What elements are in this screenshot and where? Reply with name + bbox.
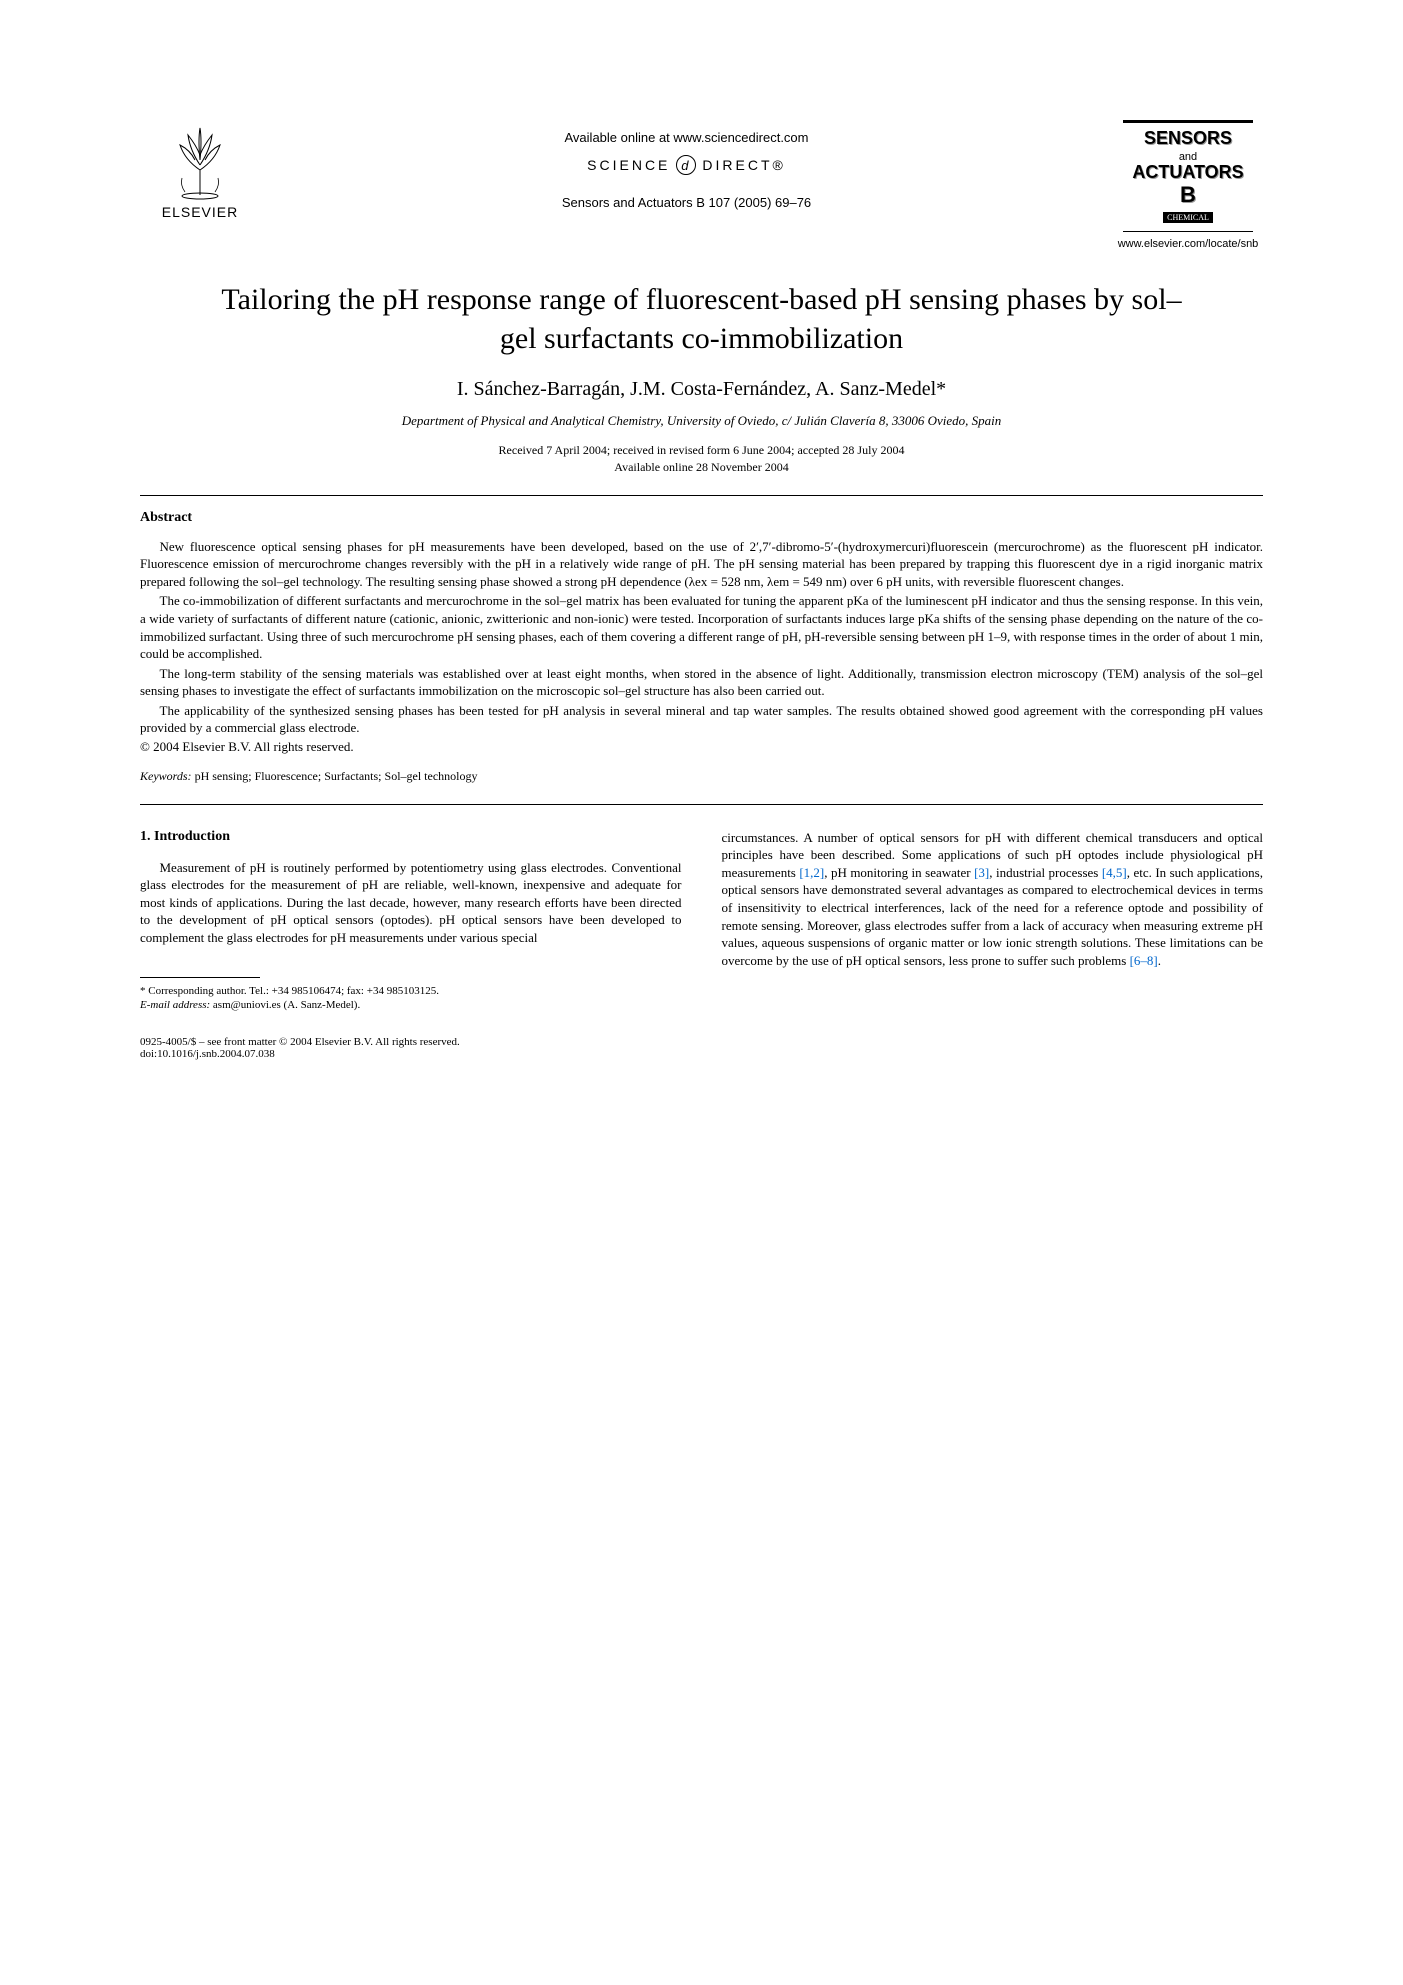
available-date: Available online 28 November 2004 (140, 460, 1263, 475)
journal-cover-block: SENSORS and ACTUATORS B CHEMICAL www.els… (1113, 120, 1263, 250)
elsevier-label: ELSEVIER (162, 204, 238, 220)
ref-6-8[interactable]: [6–8] (1130, 953, 1158, 968)
section-1-heading: 1. Introduction (140, 829, 682, 845)
available-online-text: Available online at www.sciencedirect.co… (565, 130, 809, 145)
cover-title-1: SENSORS (1127, 129, 1249, 149)
ref-1-2[interactable]: [1,2] (799, 865, 824, 880)
abstract-p2: The co-immobilization of different surfa… (140, 592, 1263, 662)
email-footnote: E-mail address: asm@uniovi.es (A. Sanz-M… (140, 998, 682, 1012)
abstract-p1: New fluorescence optical sensing phases … (140, 538, 1263, 591)
header-center: Available online at www.sciencedirect.co… (260, 120, 1113, 210)
intro-para-col2: circumstances. A number of optical senso… (722, 829, 1264, 969)
right-column: circumstances. A number of optical senso… (722, 829, 1264, 1012)
publisher-logo-block: ELSEVIER (140, 120, 260, 220)
email-label: E-mail address: (140, 999, 210, 1011)
elsevier-tree-icon (160, 120, 240, 200)
intro-para-col1: Measurement of pH is routinely performed… (140, 859, 682, 947)
ref-3[interactable]: [3] (974, 865, 989, 880)
intro-c2-2: , pH monitoring in seawater (824, 865, 974, 880)
rule-below-keywords (140, 804, 1263, 805)
intro-c2-5: . (1158, 953, 1161, 968)
body-columns: 1. Introduction Measurement of pH is rou… (140, 829, 1263, 1012)
intro-c2-3: , industrial processes (989, 865, 1102, 880)
journal-reference: Sensors and Actuators B 107 (2005) 69–76 (562, 195, 811, 210)
abstract-p3: The long-term stability of the sensing m… (140, 665, 1263, 700)
keywords-label: Keywords: (140, 769, 192, 783)
cover-b: B (1127, 183, 1249, 207)
abstract-heading: Abstract (140, 510, 1263, 526)
footer-issn: 0925-4005/$ – see front matter © 2004 El… (140, 1036, 1263, 1048)
left-column: 1. Introduction Measurement of pH is rou… (140, 829, 682, 1012)
science-direct-right: DIRECT® (702, 157, 785, 173)
cover-and: and (1127, 151, 1249, 163)
footnote-rule (140, 977, 260, 978)
journal-url: www.elsevier.com/locate/snb (1118, 238, 1259, 250)
abstract-p4: The applicability of the synthesized sen… (140, 702, 1263, 737)
affiliation: Department of Physical and Analytical Ch… (140, 413, 1263, 429)
authors: I. Sánchez-Barragán, J.M. Costa-Fernánde… (140, 378, 1263, 401)
science-direct-icon: d (676, 155, 696, 175)
article-title: Tailoring the pH response range of fluor… (220, 280, 1183, 358)
footer-doi: doi:10.1016/j.snb.2004.07.038 (140, 1048, 1263, 1060)
science-direct-logo: SCIENCE d DIRECT® (587, 155, 786, 175)
journal-cover: SENSORS and ACTUATORS B CHEMICAL (1123, 120, 1253, 232)
page-header: ELSEVIER Available online at www.science… (140, 120, 1263, 250)
copyright: © 2004 Elsevier B.V. All rights reserved… (140, 739, 1263, 755)
rule-above-abstract (140, 495, 1263, 496)
cover-chemical: CHEMICAL (1163, 212, 1213, 223)
cover-title-2: ACTUATORS (1127, 163, 1249, 183)
science-direct-left: SCIENCE (587, 157, 670, 173)
keywords-text: pH sensing; Fluorescence; Surfactants; S… (192, 769, 478, 783)
received-dates: Received 7 April 2004; received in revis… (140, 443, 1263, 458)
email-value: asm@uniovi.es (A. Sanz-Medel). (210, 999, 360, 1011)
ref-4-5[interactable]: [4,5] (1102, 865, 1127, 880)
intro-c2-4: , etc. In such applications, optical sen… (722, 865, 1264, 968)
corresponding-footnote: * Corresponding author. Tel.: +34 985106… (140, 984, 682, 998)
keywords-line: Keywords: pH sensing; Fluorescence; Surf… (140, 769, 1263, 784)
